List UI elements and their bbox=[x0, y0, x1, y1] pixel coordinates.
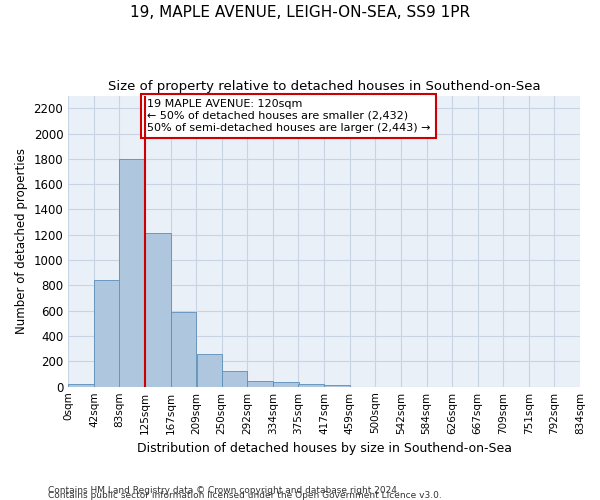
Bar bbox=[324, 385, 350, 386]
Bar bbox=[145, 233, 170, 386]
Bar bbox=[222, 371, 247, 386]
Text: 19, MAPLE AVENUE, LEIGH-ON-SEA, SS9 1PR: 19, MAPLE AVENUE, LEIGH-ON-SEA, SS9 1PR bbox=[130, 5, 470, 20]
Bar bbox=[94, 280, 119, 386]
Bar bbox=[197, 354, 222, 386]
X-axis label: Distribution of detached houses by size in Southend-on-Sea: Distribution of detached houses by size … bbox=[137, 442, 512, 455]
Text: 19 MAPLE AVENUE: 120sqm
← 50% of detached houses are smaller (2,432)
50% of semi: 19 MAPLE AVENUE: 120sqm ← 50% of detache… bbox=[147, 100, 430, 132]
Y-axis label: Number of detached properties: Number of detached properties bbox=[15, 148, 28, 334]
Bar bbox=[119, 159, 145, 386]
Bar bbox=[273, 382, 299, 386]
Bar bbox=[68, 384, 94, 386]
Bar bbox=[171, 312, 196, 386]
Title: Size of property relative to detached houses in Southend-on-Sea: Size of property relative to detached ho… bbox=[108, 80, 541, 93]
Text: Contains HM Land Registry data © Crown copyright and database right 2024.: Contains HM Land Registry data © Crown c… bbox=[48, 486, 400, 495]
Bar bbox=[298, 384, 324, 386]
Text: Contains public sector information licensed under the Open Government Licence v3: Contains public sector information licen… bbox=[48, 491, 442, 500]
Bar bbox=[247, 381, 273, 386]
